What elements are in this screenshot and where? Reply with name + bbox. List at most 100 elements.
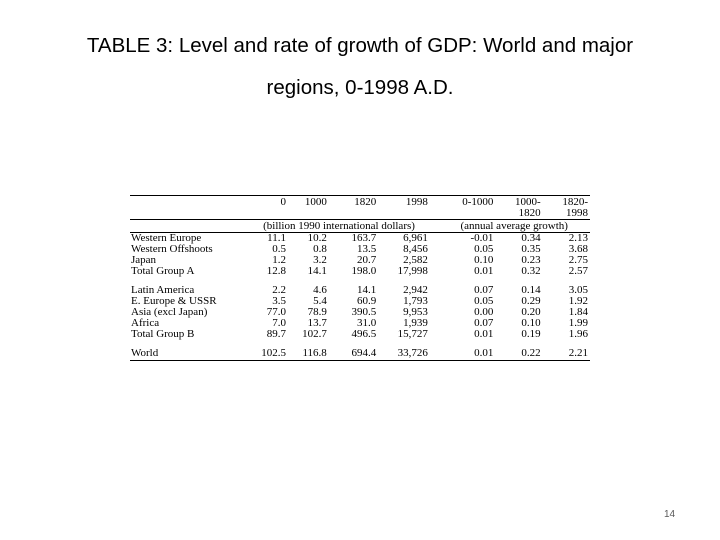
unit-label-levels: (billion 1990 international dollars) [263, 220, 415, 233]
table-cell: 14.1 [307, 265, 327, 277]
row-label: Total Group A [131, 265, 195, 277]
table-cell: 1.92 [568, 295, 588, 307]
table-row: Latin America 2.2 4.6 14.1 2,942 0.07 0.14 3.05 [130, 285, 590, 296]
header-row-2: 1820 1998 [130, 208, 590, 220]
table-cell: 8,456 [403, 243, 428, 255]
table-cell: 0.8 [313, 243, 327, 255]
table-cell: 1.99 [568, 317, 588, 329]
table-cell: 0.29 [521, 295, 541, 307]
table-cell: 4.6 [313, 284, 327, 296]
table-cell: 0.20 [521, 306, 541, 318]
table-cell: 3.2 [313, 254, 327, 266]
table-cell: 116.8 [302, 347, 327, 359]
table-cell: 1,793 [403, 295, 428, 307]
row-label: Japan [131, 254, 157, 266]
table-cell: 163.7 [351, 232, 377, 244]
table-cell: 2.21 [568, 347, 588, 359]
table-cell: 0.32 [521, 265, 541, 277]
table-cell: 0.22 [521, 347, 541, 359]
table-row: Africa 7.0 13.7 31.0 1,939 0.07 0.10 1.99 [130, 318, 590, 329]
table-cell: 1.84 [568, 306, 588, 318]
gdp-data-table: 0 1000 1820 1998 0-1000 1000- 1820- 1820… [130, 195, 590, 361]
table-row: Total Group A 12.8 14.1 198.0 17,998 0.01 0.32… [130, 266, 590, 277]
table-cell: 11.1 [267, 232, 286, 244]
table-cell: 198.0 [351, 265, 377, 277]
table-cell: 0.00 [474, 306, 494, 318]
row-label: Asia (excl Japan) [131, 306, 208, 318]
table-row: Total Group B 89.7 102.7 496.5 15,727 0.01 0.1… [130, 329, 590, 340]
table-cell: 5.4 [313, 295, 327, 307]
table-cell: 14.1 [357, 284, 377, 296]
row-label: World [131, 347, 159, 359]
table-cell: 78.9 [307, 306, 327, 318]
table-cell: 13.5 [357, 243, 377, 255]
table-cell: 12.8 [266, 265, 286, 277]
table-cell: 0.34 [521, 232, 541, 244]
table-cell: 2,582 [403, 254, 428, 266]
table-cell: 2.13 [568, 232, 588, 244]
table-cell: 60.9 [357, 295, 377, 307]
table-cell: 0.01 [474, 328, 494, 340]
table-cell: 33,726 [397, 347, 428, 359]
slide-title-line-2: regions, 0-1998 A.D. [266, 76, 454, 99]
table-row: Western Offshoots 0.5 0.8 13.5 8,456 0.05 0.35… [130, 244, 590, 255]
table-cell: 20.7 [357, 254, 377, 266]
row-label: Africa [131, 317, 160, 329]
table-row: Asia (excl Japan) 77.0 78.9 390.5 9,953 0.00 0… [130, 307, 590, 318]
table-cell: 0.01 [474, 265, 494, 277]
table-cell: 0.35 [521, 243, 541, 255]
table-row: Western Europe 11.1 10.2 163.7 6,961 -0.01 0.3… [130, 233, 590, 245]
row-label: E. Europe & USSR [131, 295, 217, 307]
table-cell: 9,953 [403, 306, 428, 318]
table-cell: 0.07 [474, 284, 494, 296]
table-cell: 0.05 [474, 295, 494, 307]
table-cell: 0.07 [474, 317, 494, 329]
slide-title-line-1: TABLE 3: Level and rate of growth of GDP… [86, 34, 634, 57]
col-header: 1820 [328, 195, 379, 208]
page-number: 14 [664, 509, 676, 520]
table-row: Japan 1.2 3.2 20.7 2,582 0.10 0.23 2.75 [130, 255, 590, 266]
unit-row: (billion 1990 international dollars) (an… [130, 219, 590, 233]
row-label: Latin America [131, 284, 195, 296]
col-header: 1820- [542, 195, 590, 208]
table-cell: 0.01 [474, 347, 494, 359]
table-cell: 2.2 [272, 284, 286, 296]
table-cell: 31.0 [357, 317, 377, 329]
table-cell: 496.5 [351, 328, 377, 340]
table-cell: 2.57 [568, 265, 588, 277]
table-cell: 102.7 [302, 328, 327, 340]
table-cell: 1,939 [403, 317, 428, 329]
col-header: 0 [248, 195, 288, 208]
table-cell: 1.96 [568, 328, 588, 340]
table-cell: 0.5 [272, 243, 286, 255]
table-cell: 1.2 [272, 254, 286, 266]
table-cell: 17,998 [397, 265, 428, 277]
table-cell: 77.0 [266, 306, 286, 318]
table-cell: 10.2 [307, 232, 327, 244]
table-cell: 694.4 [351, 347, 377, 359]
table-cell: 0.19 [521, 328, 541, 340]
col-header: 1998 [378, 195, 430, 208]
gdp-table: 0 1000 1820 1998 0-1000 1000- 1820- 1820… [130, 195, 590, 361]
unit-label-growth: (annual average growth) [460, 220, 568, 233]
table-cell: 0.14 [521, 284, 541, 296]
table-cell: 2.75 [568, 254, 588, 266]
table-cell: 0.10 [521, 317, 541, 329]
table-cell: 3.05 [568, 284, 588, 296]
col-header: 1000- [495, 195, 543, 208]
col-header: 1000 [287, 195, 329, 208]
table-cell: -0.01 [470, 232, 494, 244]
table-cell: 102.5 [261, 347, 286, 359]
col-header: 1820 [518, 207, 541, 219]
table-cell: 13.7 [307, 317, 327, 329]
table-cell: 6,961 [403, 232, 428, 244]
table-row: E. Europe & USSR 3.5 5.4 60.9 1,793 0.05 0.29 1… [130, 296, 590, 307]
row-label: Western Europe [131, 232, 202, 244]
table-cell: 7.0 [272, 317, 286, 329]
table-cell: 3.68 [568, 243, 588, 255]
table-cell: 2,942 [403, 284, 428, 296]
col-header: 0-1000 [438, 195, 496, 208]
header-row: 0 1000 1820 1998 0-1000 1000- 1820- [130, 195, 590, 208]
table-cell: 3.5 [272, 295, 286, 307]
row-label: Total Group B [131, 328, 195, 340]
